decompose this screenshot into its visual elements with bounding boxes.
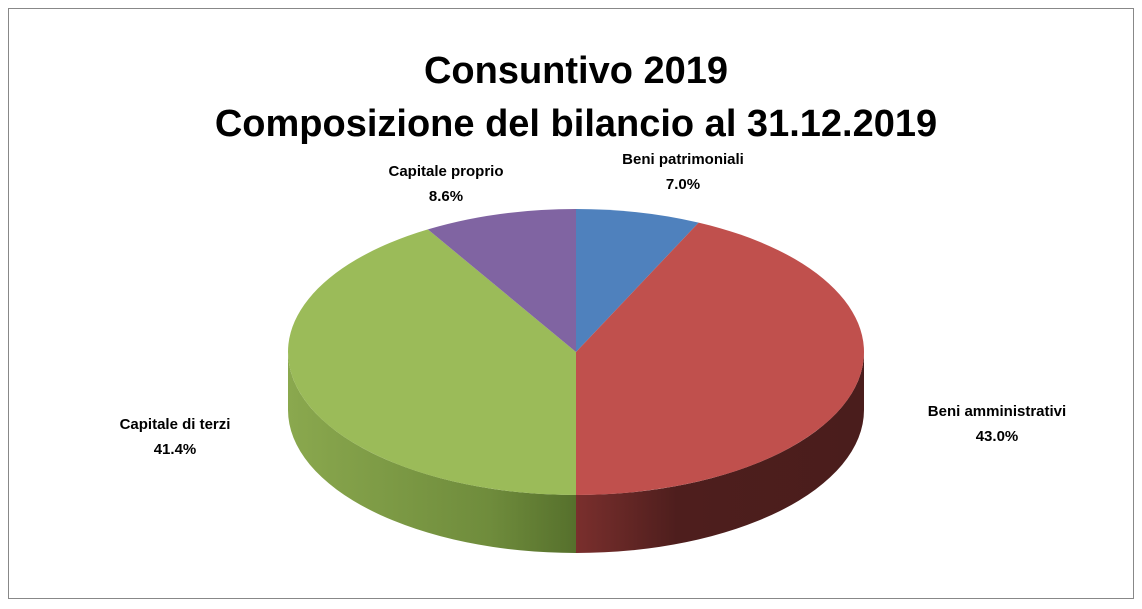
slice <box>288 229 576 495</box>
slice-value-label: 41.4% <box>154 441 197 458</box>
slice <box>576 222 864 495</box>
chart-subtitle: Composizione del bilancio al 31.12.2019 <box>215 103 937 145</box>
chart-title: Consuntivo 2019 <box>424 50 728 92</box>
slice-label: Capitale proprio <box>388 163 503 180</box>
slice-side <box>576 352 864 553</box>
slice <box>427 209 576 352</box>
slice-value-label: 43.0% <box>976 428 1019 445</box>
slice-value-label: 7.0% <box>666 176 700 193</box>
slice-side <box>288 352 576 553</box>
slice-label: Capitale di terzi <box>120 416 231 433</box>
slice-value-label: 8.6% <box>429 188 463 205</box>
slice <box>576 209 699 352</box>
slice-label: Beni patrimoniali <box>622 151 744 168</box>
slice-label: Beni amministrativi <box>928 403 1066 420</box>
